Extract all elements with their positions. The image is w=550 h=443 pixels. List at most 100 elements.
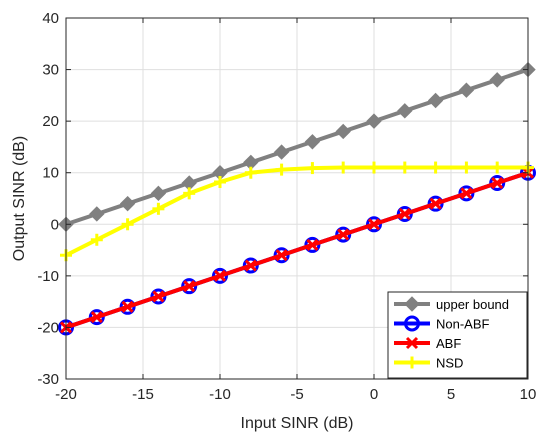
data-point <box>275 249 288 262</box>
data-point <box>406 356 418 369</box>
marker-stroke <box>275 249 288 262</box>
data-point <box>405 336 419 350</box>
x-tick-label: -20 <box>55 386 77 403</box>
data-point <box>398 207 411 221</box>
data-point <box>335 226 352 243</box>
legend-item: ABF <box>394 336 461 351</box>
legend-item: upper bound <box>394 296 509 312</box>
marker-stroke <box>460 187 473 200</box>
y-tick-label: 0 <box>51 216 59 233</box>
y-tick-label: -30 <box>37 371 59 388</box>
series-line <box>65 67 529 227</box>
marker-stroke <box>244 259 257 272</box>
data-point <box>273 144 290 160</box>
marker-stroke <box>429 197 442 210</box>
data-point <box>458 185 475 202</box>
data-point <box>150 288 167 305</box>
legend: upper bound Non-ABF ABF NSD <box>387 291 528 379</box>
data-point <box>427 92 444 109</box>
legend-item: Non-ABF <box>394 315 490 332</box>
series-line <box>65 165 528 258</box>
data-point <box>396 205 413 222</box>
data-point <box>150 185 167 202</box>
data-point <box>337 161 350 174</box>
data-point <box>429 197 442 210</box>
legend-label: ABF <box>436 336 461 351</box>
data-point <box>244 259 257 272</box>
y-tick-label: 30 <box>42 62 59 79</box>
data-point <box>242 257 259 274</box>
x-axis-label: Input SINR (dB) <box>241 415 354 432</box>
legend-label: NSD <box>436 356 463 371</box>
data-point <box>183 187 196 200</box>
data-point <box>119 195 136 212</box>
data-point <box>460 187 473 200</box>
data-point <box>491 161 504 174</box>
marker-stroke <box>183 280 196 293</box>
data-point <box>368 161 380 174</box>
data-point <box>273 247 290 264</box>
x-tick-label: 10 <box>520 386 537 403</box>
data-point <box>427 195 444 212</box>
marker-stroke <box>90 311 103 324</box>
y-tick-label: 10 <box>42 165 59 182</box>
data-point <box>404 296 420 312</box>
data-point <box>429 161 442 174</box>
marker-stroke <box>405 336 419 350</box>
data-point <box>404 315 420 332</box>
data-point <box>489 175 506 192</box>
legend-label: upper bound <box>436 297 509 312</box>
data-point <box>89 206 105 222</box>
data-point <box>335 123 351 140</box>
legend-label: Non-ABF <box>436 317 490 332</box>
data-point <box>367 218 381 231</box>
series-line <box>65 170 529 330</box>
data-point <box>152 202 165 215</box>
marker-stroke <box>121 300 134 313</box>
data-point <box>304 134 321 150</box>
data-point <box>119 298 136 315</box>
data-point <box>214 175 226 188</box>
y-tick-label: -10 <box>37 268 59 285</box>
x-tick-label: 5 <box>447 386 455 403</box>
data-point <box>275 163 288 176</box>
data-point <box>337 228 350 241</box>
data-point <box>306 238 319 251</box>
data-point <box>458 82 475 98</box>
x-tick-label: 0 <box>370 386 378 403</box>
x-tick-label: -10 <box>209 386 231 403</box>
y-axis-label: Output SINR (dB) <box>11 136 28 261</box>
marker-stroke <box>491 176 504 190</box>
data-point <box>304 236 321 253</box>
marker-stroke <box>213 269 227 282</box>
x-tick-label: -15 <box>132 386 154 403</box>
data-point <box>183 280 196 293</box>
data-point <box>306 162 319 175</box>
marker-stroke <box>152 290 165 303</box>
y-tick-label: 20 <box>42 113 59 130</box>
legend-item: NSD <box>394 356 463 371</box>
x-tick-label: -5 <box>290 386 303 403</box>
data-point <box>88 309 105 326</box>
series-upper-bound <box>58 61 536 232</box>
data-point <box>397 103 413 119</box>
data-point <box>366 113 382 129</box>
marker-stroke <box>337 228 350 241</box>
marker-stroke <box>398 207 411 221</box>
data-point <box>398 161 411 174</box>
y-tick-label: 40 <box>42 10 59 27</box>
data-point <box>181 278 198 295</box>
data-point <box>90 311 103 324</box>
data-point <box>244 166 257 179</box>
data-point <box>212 267 228 284</box>
data-point <box>489 72 505 88</box>
data-point <box>366 216 382 233</box>
data-point <box>460 161 473 174</box>
marker-stroke <box>367 218 381 231</box>
marker-stroke <box>306 238 319 251</box>
data-point <box>121 218 134 231</box>
data-point <box>491 176 504 190</box>
data-point <box>213 269 227 282</box>
